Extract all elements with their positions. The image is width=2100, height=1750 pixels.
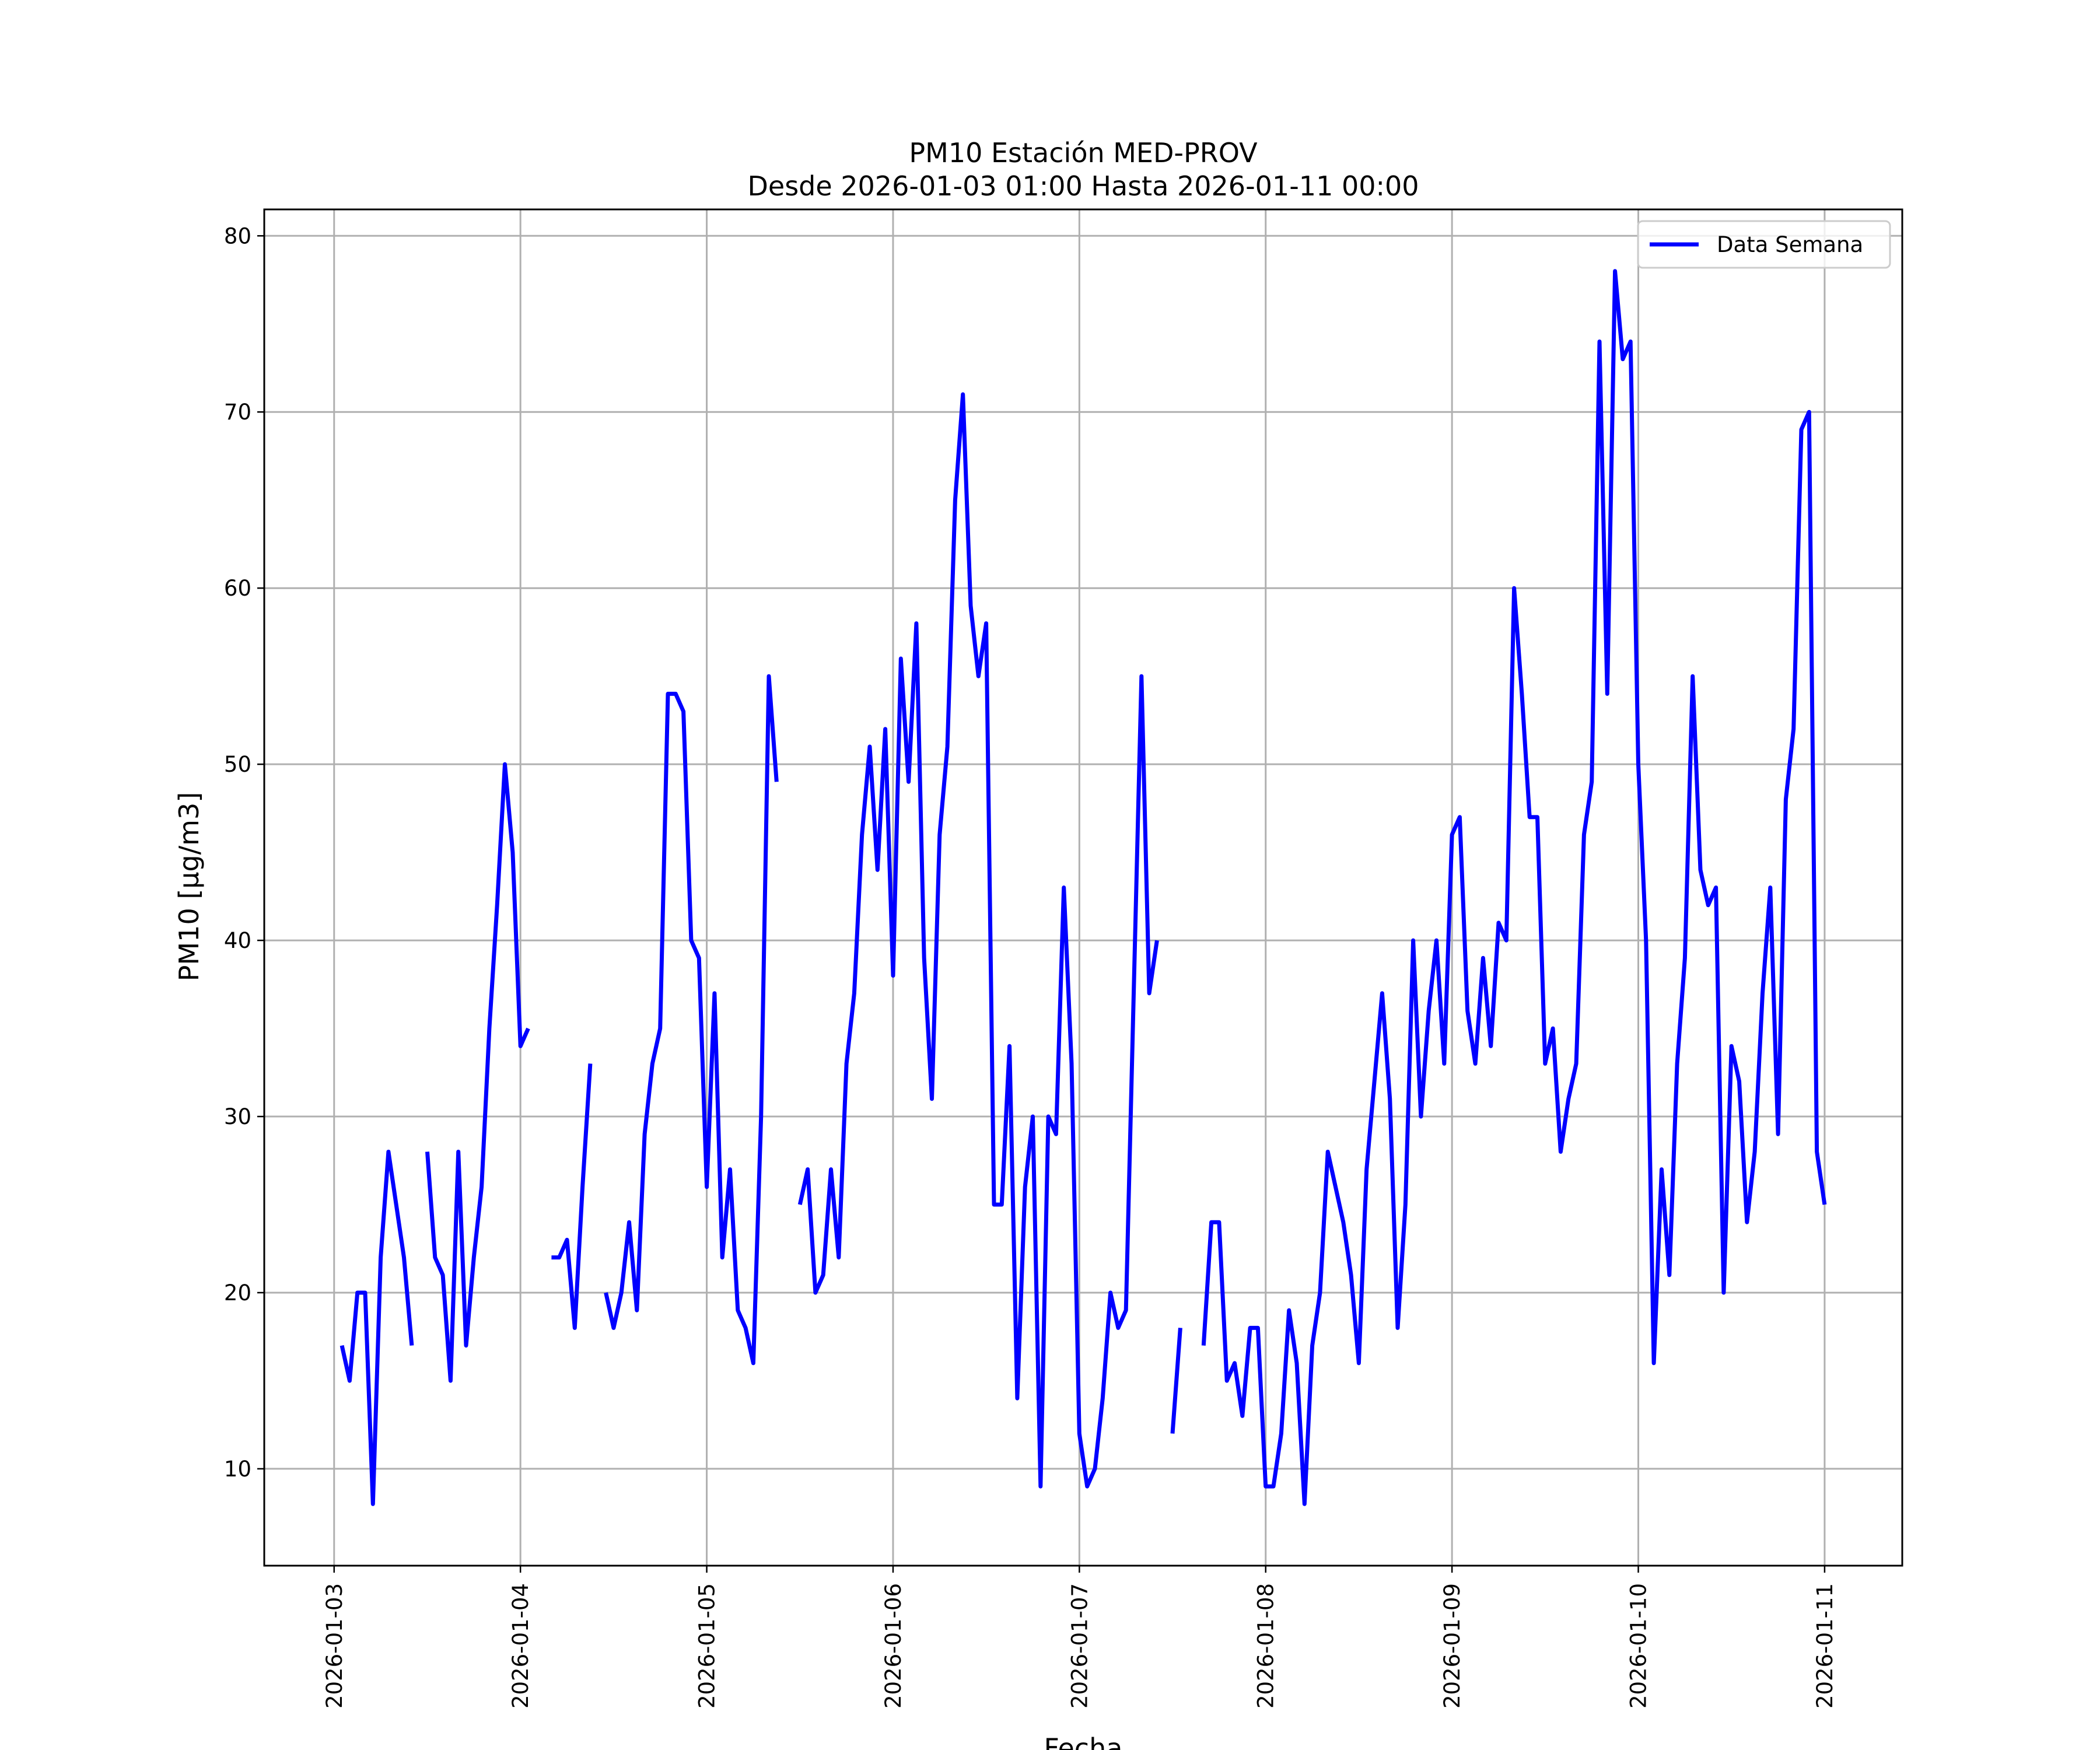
x-tick-label: 2026-01-11 bbox=[1812, 1583, 1838, 1709]
legend-box bbox=[1637, 220, 1891, 269]
chart-subtitle: Desde 2026-01-03 01:00 Hasta 2026-01-11 … bbox=[747, 170, 1419, 202]
y-tick-label: 50 bbox=[224, 752, 251, 777]
series-line-segment bbox=[1170, 1328, 1182, 1434]
x-tick-label: 2026-01-07 bbox=[1067, 1583, 1092, 1709]
series-line-segment bbox=[604, 674, 779, 1366]
grid-lines bbox=[264, 209, 1902, 1566]
x-tick-label: 2026-01-06 bbox=[881, 1583, 906, 1709]
chart-title: PM10 Estación MED-PROV bbox=[909, 137, 1258, 169]
series-line-segment bbox=[1201, 269, 1827, 1506]
y-tick-label: 20 bbox=[224, 1280, 251, 1306]
y-tick-label: 60 bbox=[224, 576, 251, 601]
series-line-segment bbox=[551, 1063, 593, 1330]
x-tick-label: 2026-01-10 bbox=[1626, 1583, 1651, 1709]
x-tick-label: 2026-01-09 bbox=[1440, 1583, 1465, 1709]
plot-frame bbox=[263, 208, 1903, 1567]
x-tick-label: 2026-01-04 bbox=[508, 1583, 533, 1709]
y-tick-label: 30 bbox=[224, 1104, 251, 1129]
axis-ticks: 10 20 30 40 50 60 70 80 2026-01-03 2026-01-04 2026… bbox=[224, 223, 1838, 1709]
series-line-segment bbox=[340, 1149, 414, 1506]
series-line-segment bbox=[425, 762, 530, 1383]
y-tick-label: 80 bbox=[224, 223, 251, 249]
legend-label: Data Semana bbox=[1717, 232, 1863, 257]
data-series-layer bbox=[340, 269, 1827, 1506]
x-tick-label: 2026-01-03 bbox=[322, 1583, 347, 1709]
y-tick-label: 40 bbox=[224, 928, 251, 953]
x-tick-label: 2026-01-05 bbox=[695, 1583, 720, 1709]
series-line-segment bbox=[797, 392, 1159, 1489]
x-tick-label: 2026-01-08 bbox=[1254, 1583, 1279, 1709]
y-tick-label: 10 bbox=[224, 1457, 251, 1482]
y-axis-label: PM10 [μg/m3] bbox=[173, 792, 205, 982]
y-tick-label: 70 bbox=[224, 400, 251, 425]
x-axis-label: Fecha bbox=[1044, 1732, 1123, 1750]
legend: Data Semana bbox=[1637, 220, 1891, 269]
